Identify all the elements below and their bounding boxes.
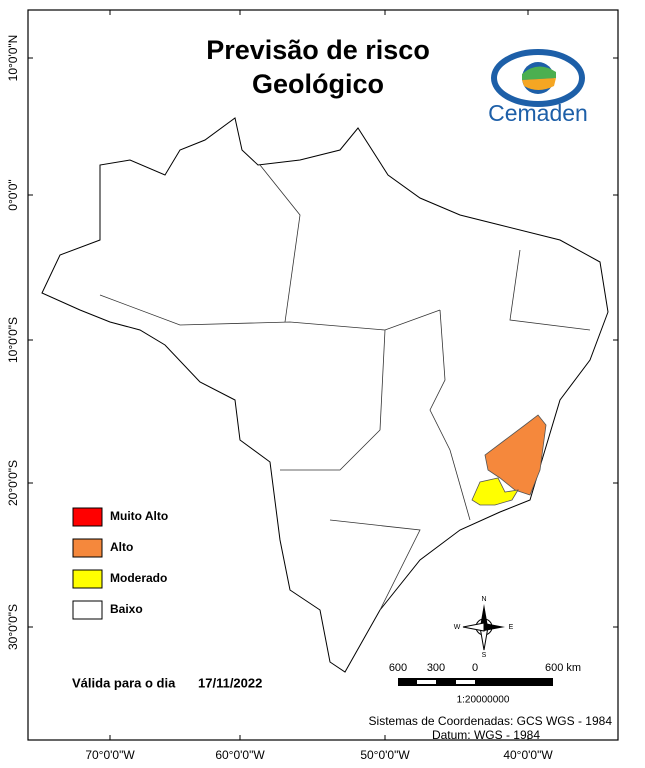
- compass-label: W: [454, 624, 461, 631]
- latitude-label: 30°0'0"S: [6, 604, 20, 650]
- compass-label: S: [482, 652, 487, 659]
- validity-date: 17/11/2022: [198, 675, 262, 690]
- legend-label: Baixo: [110, 602, 143, 616]
- scale-label: 600 km: [545, 662, 581, 674]
- compass-label: E: [509, 624, 514, 631]
- legend-label: Muito Alto: [110, 509, 168, 523]
- latitude-label: 10°0'0"N: [6, 35, 20, 82]
- coordinate-system: Sistemas de Coordenadas: GCS WGS - 1984: [369, 714, 613, 728]
- validity-label: Válida para o dia: [72, 675, 176, 690]
- latitude-label: 0°0'0": [6, 179, 20, 210]
- legend-swatch: [72, 538, 103, 558]
- legend-swatch: [72, 600, 103, 620]
- latitude-label: 20°0'0"S: [6, 460, 20, 506]
- longitude-label: 60°0'0"W: [215, 748, 265, 762]
- latitude-label: 10°0'0"S: [6, 317, 20, 363]
- compass: N E S W: [454, 596, 514, 659]
- moderado-region: [471, 477, 519, 506]
- logo-text: Cemaden: [488, 100, 588, 126]
- datum: Datum: WGS - 1984: [432, 728, 540, 742]
- scale-label: 300: [427, 662, 445, 674]
- scale-bar: 600 300 0 600 km 1:20000000: [389, 662, 581, 706]
- longitude-label: 50°0'0"W: [360, 748, 410, 762]
- scale-ratio: 1:20000000: [457, 695, 510, 706]
- scale-label: 0: [472, 662, 478, 674]
- coordinate-labels: 10°0'0"N 0°0'0" 10°0'0"S 20°0'0"S 30°0'0"S 70…: [6, 10, 618, 762]
- legend-label: Alto: [110, 540, 133, 554]
- title-line: Geológico: [252, 69, 384, 99]
- legend-swatch: [72, 507, 103, 527]
- longitude-label: 70°0'0"W: [85, 748, 135, 762]
- legend-swatch: [72, 569, 103, 589]
- legend: Muito Alto Alto Moderado Baixo: [72, 507, 168, 620]
- longitude-label: 40°0'0"W: [503, 748, 553, 762]
- brazil-outline: [41, 117, 609, 673]
- title-line: Previsão de risco: [206, 35, 430, 65]
- scale-label: 600: [389, 662, 407, 674]
- legend-label: Moderado: [110, 571, 167, 585]
- alto-region: [484, 414, 547, 496]
- logo: Cemaden: [488, 49, 588, 126]
- compass-label: N: [481, 596, 486, 603]
